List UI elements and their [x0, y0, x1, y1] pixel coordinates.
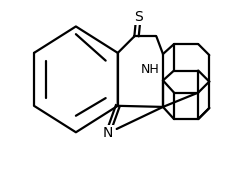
Text: N: N	[102, 126, 113, 140]
Text: S: S	[134, 10, 142, 23]
Text: NH: NH	[140, 63, 158, 76]
